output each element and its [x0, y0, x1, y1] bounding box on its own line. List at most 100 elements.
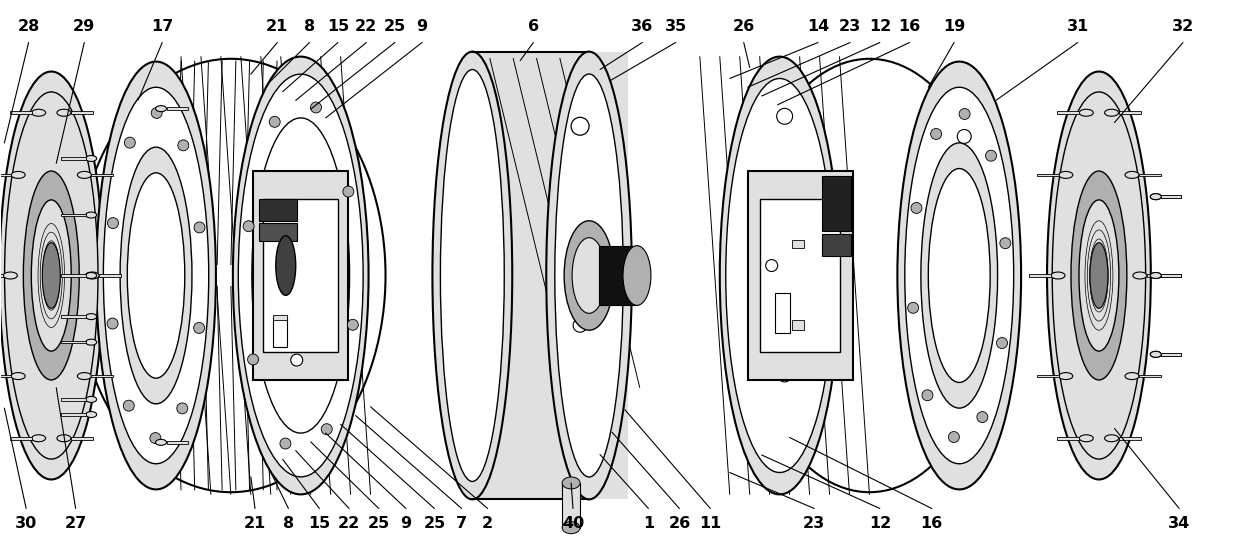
Ellipse shape — [997, 338, 1007, 348]
Ellipse shape — [1151, 193, 1162, 199]
Ellipse shape — [554, 74, 624, 477]
Ellipse shape — [86, 212, 97, 218]
Ellipse shape — [252, 118, 350, 433]
Ellipse shape — [233, 57, 368, 494]
Ellipse shape — [719, 57, 839, 494]
Bar — [166, 441, 188, 444]
Bar — [822, 176, 852, 231]
Ellipse shape — [1052, 272, 1065, 279]
Ellipse shape — [347, 320, 358, 330]
Ellipse shape — [923, 390, 932, 401]
Text: 14: 14 — [807, 19, 830, 34]
Text: 12: 12 — [869, 516, 892, 531]
Ellipse shape — [921, 143, 998, 408]
Ellipse shape — [280, 438, 291, 449]
Ellipse shape — [908, 302, 919, 314]
Ellipse shape — [177, 403, 187, 414]
Text: 23: 23 — [839, 19, 862, 34]
Text: 17: 17 — [151, 19, 174, 34]
Ellipse shape — [1151, 352, 1162, 358]
Ellipse shape — [150, 433, 161, 444]
Text: 28: 28 — [17, 19, 40, 34]
Bar — [1140, 375, 1161, 377]
Bar — [61, 157, 86, 160]
Ellipse shape — [4, 272, 17, 279]
Ellipse shape — [11, 372, 25, 380]
Ellipse shape — [86, 314, 97, 320]
Bar — [562, 483, 580, 528]
Ellipse shape — [108, 218, 119, 229]
Text: 16: 16 — [920, 516, 942, 531]
Bar — [61, 341, 86, 343]
Text: 7: 7 — [456, 516, 467, 531]
Bar — [61, 315, 86, 318]
Ellipse shape — [931, 128, 941, 139]
Ellipse shape — [433, 52, 512, 499]
Bar — [791, 320, 804, 330]
Ellipse shape — [572, 117, 589, 135]
Bar — [71, 437, 93, 440]
Bar — [1118, 437, 1141, 440]
Ellipse shape — [1059, 372, 1073, 380]
Ellipse shape — [911, 203, 923, 213]
Ellipse shape — [986, 150, 997, 161]
Ellipse shape — [193, 222, 205, 233]
Ellipse shape — [155, 106, 166, 112]
Ellipse shape — [1125, 171, 1140, 179]
Bar — [0, 274, 4, 277]
Ellipse shape — [86, 396, 97, 402]
Bar — [0, 174, 11, 176]
Ellipse shape — [905, 87, 1013, 464]
Bar — [61, 214, 86, 216]
Ellipse shape — [123, 400, 134, 411]
Bar — [1140, 174, 1161, 176]
Ellipse shape — [97, 62, 216, 489]
Ellipse shape — [1151, 193, 1162, 199]
Bar — [10, 111, 32, 114]
Ellipse shape — [177, 140, 188, 151]
Text: 15: 15 — [327, 19, 348, 34]
Ellipse shape — [275, 236, 295, 295]
Bar — [71, 111, 93, 114]
Ellipse shape — [547, 52, 632, 499]
Bar — [1147, 274, 1169, 277]
Ellipse shape — [949, 431, 960, 442]
Ellipse shape — [57, 109, 71, 116]
Ellipse shape — [1079, 109, 1094, 116]
Text: 25: 25 — [423, 516, 445, 531]
Ellipse shape — [562, 522, 580, 534]
Text: 35: 35 — [665, 19, 687, 34]
Bar — [1162, 196, 1182, 198]
Ellipse shape — [562, 477, 580, 489]
Ellipse shape — [1059, 171, 1073, 179]
Ellipse shape — [1151, 352, 1162, 358]
Ellipse shape — [32, 435, 46, 442]
Ellipse shape — [151, 107, 162, 118]
Bar — [61, 274, 86, 277]
Bar — [1162, 353, 1182, 355]
Ellipse shape — [776, 109, 792, 125]
Text: 2: 2 — [482, 516, 494, 531]
Text: 8: 8 — [283, 516, 294, 531]
Bar — [273, 317, 286, 347]
Ellipse shape — [77, 171, 92, 179]
Text: 34: 34 — [1168, 516, 1190, 531]
Ellipse shape — [1071, 171, 1127, 380]
Ellipse shape — [42, 242, 61, 309]
Text: 8: 8 — [304, 19, 315, 34]
Ellipse shape — [107, 318, 118, 329]
Ellipse shape — [725, 78, 833, 473]
Bar — [599, 246, 637, 305]
Ellipse shape — [86, 339, 97, 345]
Text: 30: 30 — [15, 516, 37, 531]
Bar — [166, 107, 188, 110]
Ellipse shape — [321, 424, 332, 435]
Ellipse shape — [1090, 242, 1107, 309]
Ellipse shape — [622, 246, 651, 305]
Ellipse shape — [1133, 272, 1147, 279]
Text: 26: 26 — [668, 516, 691, 531]
Ellipse shape — [1047, 72, 1151, 479]
Bar — [1162, 196, 1182, 198]
Text: 29: 29 — [73, 19, 95, 34]
Text: 22: 22 — [339, 516, 360, 531]
